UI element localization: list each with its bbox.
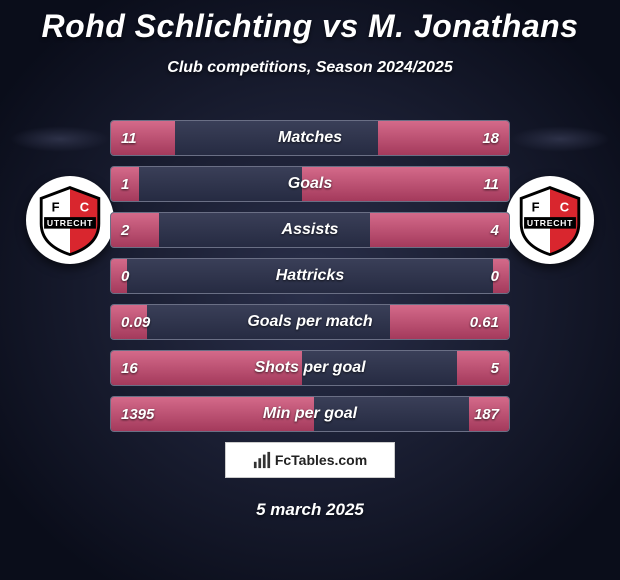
stat-row: 165Shots per goal	[110, 350, 510, 386]
svg-text:F: F	[52, 199, 60, 214]
player-shadow-right	[510, 126, 610, 152]
player-shadow-left	[10, 126, 110, 152]
stat-row: 00Hattricks	[110, 258, 510, 294]
site-name: FcTables.com	[275, 452, 367, 468]
stat-label: Assists	[111, 213, 509, 247]
stat-label: Shots per goal	[111, 351, 509, 385]
svg-text:UTRECHT: UTRECHT	[527, 218, 573, 228]
team-badge-right: F C UTRECHT	[506, 176, 594, 264]
bar-chart-icon	[253, 451, 271, 469]
svg-text:C: C	[560, 199, 569, 214]
comparison-date: 5 march 2025	[0, 500, 620, 520]
svg-text:F: F	[532, 199, 540, 214]
stats-comparison-bars: 1118Matches 111Goals 24Assists 00Hattricks 0…	[110, 120, 510, 442]
stat-row: 0.090.61Goals per match	[110, 304, 510, 340]
stat-row: 24Assists	[110, 212, 510, 248]
stat-row: 1118Matches	[110, 120, 510, 156]
comparison-subtitle: Club competitions, Season 2024/2025	[0, 59, 620, 77]
stat-row: 111Goals	[110, 166, 510, 202]
site-branding[interactable]: FcTables.com	[225, 442, 395, 478]
stat-label: Goals	[111, 167, 509, 201]
stat-label: Hattricks	[111, 259, 509, 293]
stat-label: Goals per match	[111, 305, 509, 339]
fc-utrecht-icon: F C UTRECHT	[514, 184, 586, 256]
fc-utrecht-icon: F C UTRECHT	[34, 184, 106, 256]
stat-row: 1395187Min per goal	[110, 396, 510, 432]
svg-text:C: C	[80, 199, 89, 214]
stat-label: Min per goal	[111, 397, 509, 431]
svg-text:UTRECHT: UTRECHT	[47, 218, 93, 228]
comparison-title: Rohd Schlichting vs M. Jonathans	[0, 0, 620, 45]
team-badge-left: F C UTRECHT	[26, 176, 114, 264]
stat-label: Matches	[111, 121, 509, 155]
